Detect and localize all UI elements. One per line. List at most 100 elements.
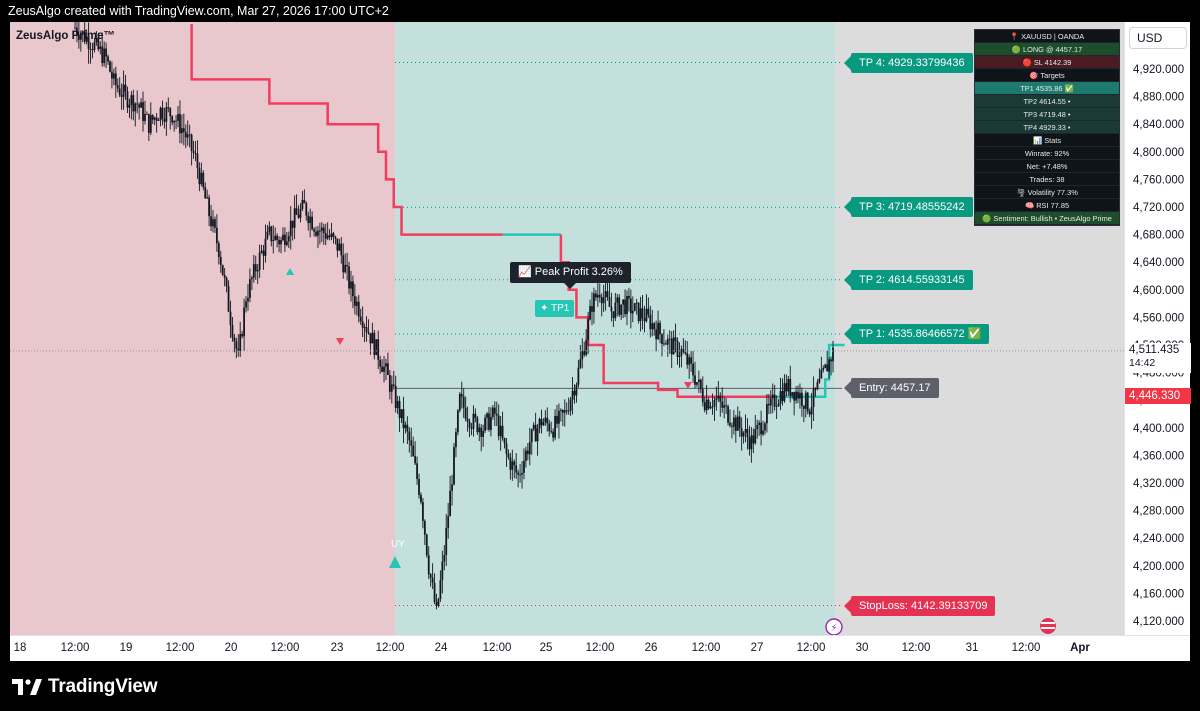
candle-body [594,293,597,298]
candle-body [262,250,265,256]
panel-row-9: Winrate: 92% [975,147,1119,160]
candle-body [460,393,463,397]
time-axis[interactable]: 18 12:00 19 12:00 20 12:00 23 12:00 24 12:00 25 12:… [10,635,1190,661]
candle-body [779,391,782,404]
candle-body [719,395,722,402]
stats-panel: 📍 XAUUSD | OANDA 🟢 LONG @ 4457.17 🔴 SL 414… [974,29,1120,226]
candle-body [773,394,776,407]
candle-body [128,104,131,108]
candle-body [478,427,481,433]
candle-body [455,432,457,448]
candle-body [74,27,76,29]
candle-body [282,234,284,241]
candle-body [651,323,654,330]
candle-body [394,385,397,409]
candle-body [645,308,648,322]
candle-body [392,384,395,386]
candle-body [377,339,380,360]
candle-body [400,409,403,419]
candle-body [624,299,626,315]
candle-body [250,277,253,280]
candle-body [587,319,590,340]
candle-body [233,337,236,342]
candle-body [443,555,446,562]
candle-body [101,46,104,64]
candle-body [653,323,656,330]
candle-body [87,36,90,49]
candle-body [449,490,452,517]
candle-body [175,120,177,122]
candle-body [245,301,247,308]
candle-body [93,42,96,50]
candle-body [705,399,708,411]
candle-body [208,197,211,217]
candle-body [721,401,724,408]
price-tick-label: 4,280.000 [1133,506,1184,518]
candle-body [293,208,296,228]
panel-row-14: 🟢 Sentiment: Bullish • ZeusAlgo Prime [975,212,1119,225]
candle-body [495,413,498,416]
candle-body [91,49,94,51]
candle-body [517,472,520,475]
candle-body [303,200,306,204]
candle-body [276,235,279,240]
candle-body [499,425,502,437]
sell-marker-small [336,338,344,345]
candle-body [731,425,733,427]
candle-body [165,107,168,122]
long-zone [395,22,835,635]
candle-body [525,450,527,461]
panel-row-3: 🎯 Targets [975,69,1119,82]
candle-body [688,357,691,365]
candle-body [699,379,702,390]
candle-body [515,465,518,473]
candle-body [806,392,809,412]
candle-body [451,484,453,491]
level-tag-tp-0: TP 4: 4929.33799436 [844,52,973,73]
candle-body [420,494,422,503]
candle-body [464,407,467,419]
candle-body [328,235,331,237]
candle-body [112,73,115,79]
candle-body [95,37,98,43]
candle-body [188,134,191,136]
candle-body [252,264,255,278]
price-tick-label: 4,360.000 [1133,450,1184,462]
currency-button[interactable]: USD [1129,27,1187,49]
candle-body [346,264,349,267]
time-tick-label: 12:00 [375,642,405,654]
candle-body [810,407,813,415]
candle-body [76,27,78,35]
price-tick-label: 4,720.000 [1133,202,1184,214]
candle-body [604,291,607,298]
tradingview-logo-text: TradingView [48,676,158,697]
candle-body [147,113,150,133]
price-chart-svg[interactable]: ⚡ [10,22,1124,635]
candle-body [320,227,323,231]
level-tag-tp-2: TP 2: 4614.55933145 [844,269,973,290]
candle-body [559,409,562,411]
candle-body [204,187,207,199]
candle-body [225,277,228,287]
price-axis[interactable]: USD 4,120.000 4,160.000 4,200.000 4,240.000… [1124,22,1191,635]
candle-body [812,387,815,408]
buy-signal-arrow [389,556,401,568]
candle-body [340,243,343,256]
candle-body [134,103,137,112]
time-tick-label: 23 [330,642,344,654]
price-tick-label: 4,320.000 [1133,478,1184,490]
chart-pane[interactable]: ⚡ ZeusAlgo Prime™ TP 4: 4929.33799436 TP … [10,22,1124,635]
tradingview-logo[interactable]: TradingView [12,676,158,698]
time-tick-label: 25 [539,642,553,654]
candle-body [256,269,259,272]
candle-body [633,303,636,311]
candle-body [287,236,290,242]
candle-body [179,114,181,134]
candle-body [85,36,88,42]
price-tick-label: 4,920.000 [1133,64,1184,76]
candle-body [824,364,827,368]
candle-body [200,172,203,185]
candle-body [196,153,199,168]
candle-body [818,378,821,383]
candle-body [332,233,335,237]
